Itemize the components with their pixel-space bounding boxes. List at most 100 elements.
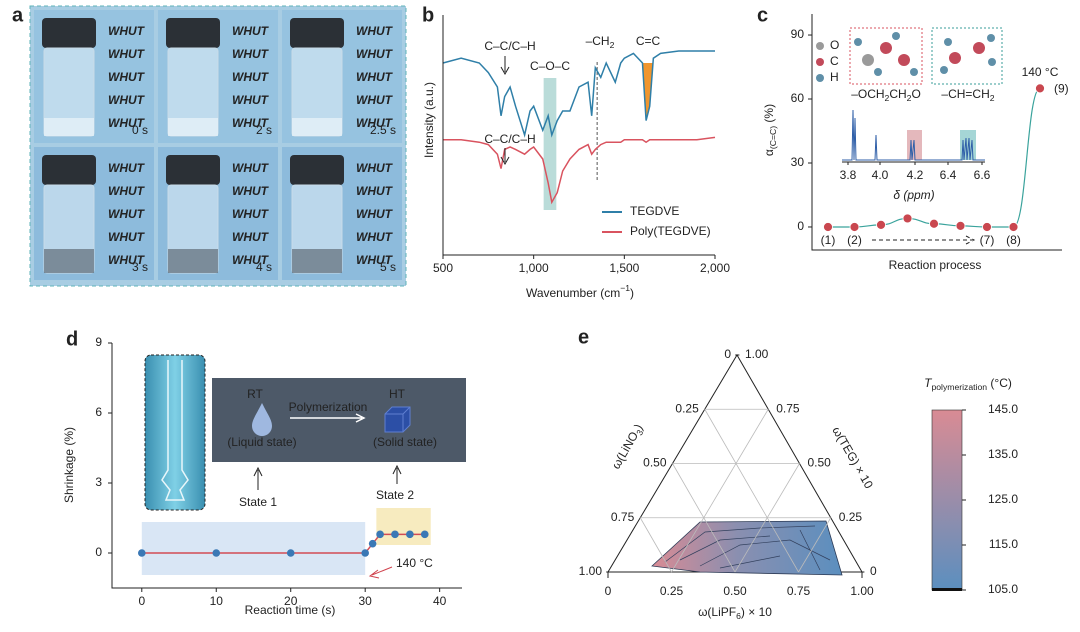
vial-liquid xyxy=(44,249,94,273)
watermark-text: WHUT xyxy=(232,24,270,38)
panel-letter: b xyxy=(422,4,434,26)
cube xyxy=(384,406,411,433)
vial-liquid xyxy=(292,249,342,273)
data-point xyxy=(420,530,429,539)
text-part: (%) xyxy=(762,104,776,126)
atom xyxy=(940,66,948,74)
watermark-text: WHUT xyxy=(108,24,146,38)
fragment-box xyxy=(849,27,923,85)
text-part: 2 xyxy=(907,93,912,103)
y-axis-label: α(C=C) (%) xyxy=(762,104,778,156)
time-label: 3 s xyxy=(132,260,148,274)
text-part: (°C) xyxy=(987,376,1012,390)
scheme-text: (Liquid state) xyxy=(227,435,296,449)
annotation: C–O–C xyxy=(530,59,570,73)
watermark-text: WHUT xyxy=(232,253,270,267)
watermark-text: WHUT xyxy=(108,93,146,107)
text-part: ) xyxy=(632,422,646,432)
watermark-text: WHUT xyxy=(108,207,146,221)
text-part: ) × 10 xyxy=(741,605,772,619)
data-point xyxy=(955,221,966,231)
text-part: (C=C) xyxy=(768,126,778,149)
text-part: ω(LiPF xyxy=(698,605,736,619)
atom-dot xyxy=(816,42,824,50)
time-label: 2 s xyxy=(256,123,272,137)
region-shade xyxy=(141,522,366,575)
watermark-text: WHUT xyxy=(108,47,146,61)
y-axis-label: Shrinkage (%) xyxy=(62,427,76,503)
data-point xyxy=(391,530,399,539)
atom xyxy=(862,54,874,66)
panel-letter: a xyxy=(12,4,24,26)
annotation: C=C xyxy=(636,34,661,48)
atom xyxy=(988,58,996,66)
contour-fill xyxy=(651,520,843,576)
panel-letter: d xyxy=(66,328,78,350)
tick-label: 0 xyxy=(605,584,612,598)
time-label: 0 s xyxy=(132,123,148,137)
annotation: C–C/C–H xyxy=(484,132,535,146)
atom xyxy=(944,38,952,46)
atom xyxy=(949,52,961,64)
x-tick-label: 1,500 xyxy=(609,261,639,275)
data-point xyxy=(137,549,146,557)
text-part: C–C/C–H xyxy=(484,132,535,146)
text-part: polymerization xyxy=(931,382,987,392)
watermark-text: WHUT xyxy=(356,207,394,221)
y-tick-label: 90 xyxy=(791,27,805,41)
vial-sketch xyxy=(161,360,189,501)
panel-letter: c xyxy=(757,4,768,26)
watermark-text: WHUT xyxy=(108,161,146,175)
watermark-text: WHUT xyxy=(232,184,270,198)
scheme-text: (Solid state) xyxy=(373,435,437,449)
y-tick-label: 60 xyxy=(791,91,805,105)
colorbar-end xyxy=(932,588,962,591)
axis-label: ω(LiNO3) xyxy=(609,422,648,473)
scheme-text: HT xyxy=(389,387,406,401)
tick-label: 0.25 xyxy=(839,510,863,524)
watermark-text: WHUT xyxy=(232,70,270,84)
arrow xyxy=(500,56,510,76)
x-tick-label: 0 xyxy=(138,594,145,608)
arrow xyxy=(392,464,402,484)
watermark-text: WHUT xyxy=(108,230,146,244)
axes xyxy=(111,343,462,589)
text-part: 2 xyxy=(990,93,995,103)
colorbar-tick-label: 125.0 xyxy=(988,492,1018,506)
text-part: –OCH xyxy=(851,87,884,101)
x-category-label: (2) xyxy=(847,233,862,247)
watermark-text: WHUT xyxy=(356,24,394,38)
axis-label: ω(LiPF6) × 10 xyxy=(698,605,772,621)
watermark-text: WHUT xyxy=(356,161,394,175)
annotation: 140 °C xyxy=(396,556,433,570)
data-point xyxy=(286,549,295,557)
text-part: –CH xyxy=(586,34,610,48)
atom-dot xyxy=(816,74,824,82)
state-label: State 2 xyxy=(376,488,414,502)
inset-x-label: δ (ppm) xyxy=(893,188,934,202)
atom xyxy=(854,38,862,46)
watermark-text: WHUT xyxy=(108,116,146,130)
grid-line xyxy=(704,409,799,573)
atom xyxy=(898,54,910,66)
atom xyxy=(892,32,900,40)
fragment-box xyxy=(931,27,1003,85)
vial-liquid xyxy=(168,249,218,273)
tick-label: 0.75 xyxy=(611,510,635,524)
panel-letter: e xyxy=(578,326,589,348)
watermark-text: WHUT xyxy=(356,230,394,244)
tick-label: 0.50 xyxy=(723,584,747,598)
grid-line xyxy=(734,463,800,573)
watermark-text: WHUT xyxy=(108,70,146,84)
vial-cap xyxy=(166,155,220,185)
fragment-label: –CH=CH2 xyxy=(941,87,994,103)
atom-dot xyxy=(816,58,824,66)
atom xyxy=(973,42,985,54)
text-part: ) xyxy=(630,286,634,300)
x-category-label: (8) xyxy=(1006,233,1021,247)
data-point xyxy=(361,549,369,557)
watermark-text: WHUT xyxy=(232,230,270,244)
watermark-text: WHUT xyxy=(356,93,394,107)
data-point xyxy=(406,530,414,539)
